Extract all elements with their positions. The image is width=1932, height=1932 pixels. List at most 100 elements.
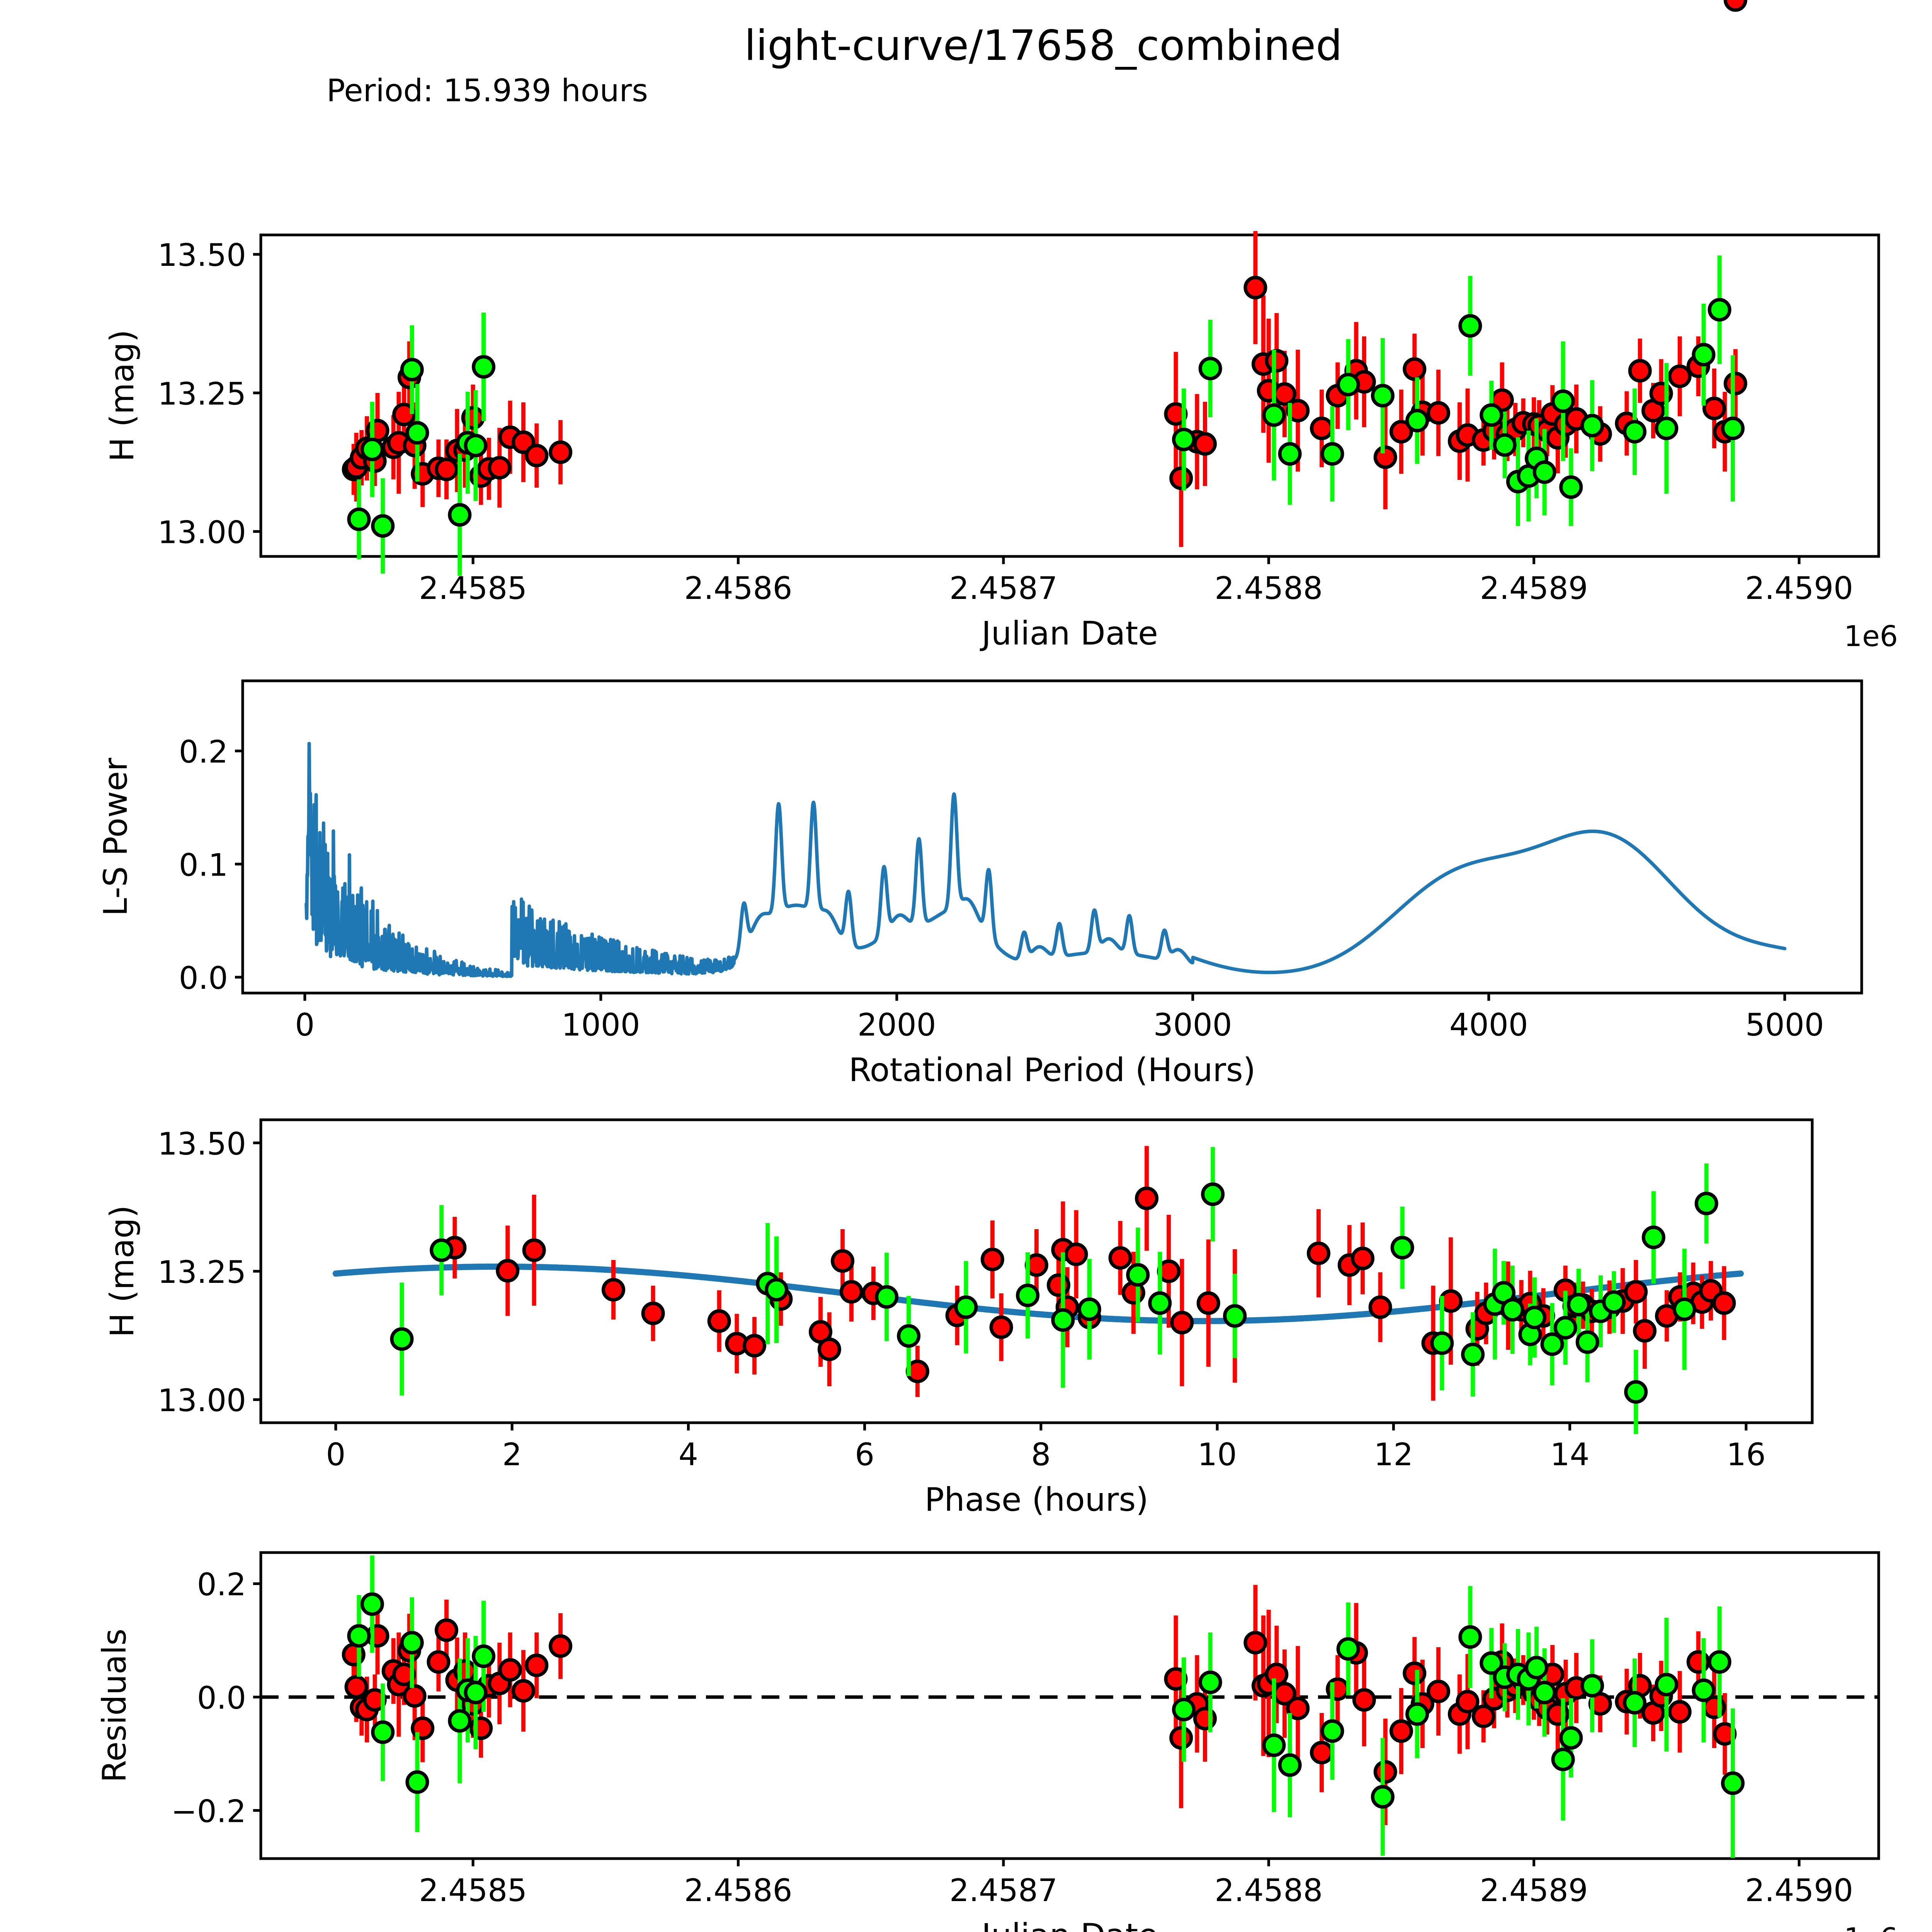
phasefold-datapoint xyxy=(817,1337,841,1361)
residuals-yaxis-label: Residuals xyxy=(95,1629,133,1783)
lightcurve-datapoint xyxy=(1532,460,1556,484)
lightcurve-series-green xyxy=(347,255,1745,576)
lightcurve-datapoint xyxy=(405,421,429,445)
phasefold-datapoint xyxy=(1368,1295,1392,1319)
residuals-datapoint xyxy=(1471,1704,1495,1728)
figure-subtitle: Period: 15.939 hours xyxy=(327,73,648,109)
phasefold-datapoint xyxy=(1624,1280,1648,1304)
lightcurve-datapoint xyxy=(1702,396,1726,420)
lightcurve-datapoint xyxy=(400,358,424,382)
phasefold-datapoint xyxy=(1051,1308,1075,1332)
phasefold-datapoint xyxy=(1016,1283,1040,1307)
lightcurve-yaxis-label: H (mag) xyxy=(103,330,141,462)
residuals-datapoint xyxy=(1559,1726,1583,1750)
lightcurve-datapoint xyxy=(525,444,549,468)
phasefold-datapoint xyxy=(1430,1331,1454,1355)
lightcurve-datapoint xyxy=(464,434,488,457)
lightcurve-datapoint xyxy=(1493,433,1517,457)
phasefold-datapoint xyxy=(1135,1186,1159,1210)
phasefold-datapoint xyxy=(1672,1297,1696,1321)
phasefold-datapoint xyxy=(743,1334,766,1358)
residuals-datapoint xyxy=(525,1653,549,1677)
residuals-datapoint xyxy=(1532,1680,1556,1704)
phasefold-xticklabel: 4 xyxy=(679,1437,698,1473)
residuals-datapoint xyxy=(1655,1673,1679,1697)
lightcurve-xaxis-label: Julian Date xyxy=(980,614,1158,652)
lightcurve-datapoint xyxy=(1480,403,1503,427)
lightcurve-datapoint xyxy=(1403,357,1427,381)
phasefold-xticklabel: 12 xyxy=(1374,1437,1413,1473)
residuals-datapoint xyxy=(1371,1785,1395,1809)
lightcurve-datapoint xyxy=(1580,413,1604,437)
lightcurve-datapoint xyxy=(371,514,395,538)
phasefold-datapoint xyxy=(980,1247,1004,1271)
residuals-series-green xyxy=(347,1555,1745,1858)
residuals-series-red xyxy=(342,0,1747,1825)
lightcurve-datapoint xyxy=(448,503,472,527)
phasefold-series-green xyxy=(390,1147,1718,1434)
periodogram-xticklabel: 3000 xyxy=(1153,1007,1232,1043)
residuals-datapoint xyxy=(1286,1696,1310,1720)
residuals-datapoint xyxy=(1169,1726,1193,1750)
periodogram-axes-frame xyxy=(241,679,1863,995)
lightcurve-datapoint xyxy=(1265,349,1289,373)
periodogram-xaxis-label: Rotational Period (Hours) xyxy=(849,1051,1255,1089)
periodogram-power-curve xyxy=(304,742,1787,978)
phasefold-datapoint xyxy=(954,1295,978,1319)
phasefold-datapoint xyxy=(390,1327,414,1351)
lightcurve-datapoint xyxy=(1371,384,1395,408)
lightcurve-datapoint xyxy=(1193,432,1217,456)
phasefold-datapoint xyxy=(765,1278,789,1302)
phasefold-xticklabel: 10 xyxy=(1197,1437,1237,1473)
phasefold-datapoint xyxy=(1223,1304,1247,1328)
lightcurve-datapoint xyxy=(392,403,416,427)
lightcurve-datapoint xyxy=(1198,357,1222,381)
phasefold-datapoint xyxy=(1351,1247,1375,1270)
lightcurve-datapoint xyxy=(1278,442,1302,466)
residuals-datapoint xyxy=(1403,1661,1427,1685)
lightcurve-axes-frame xyxy=(259,233,1880,558)
residuals-datapoint xyxy=(1456,1690,1480,1714)
residuals-datapoint xyxy=(1373,1760,1397,1784)
residuals-yticklabel: 0.2 xyxy=(197,1567,246,1603)
residuals-datapoint xyxy=(1723,0,1747,12)
phasefold-datapoint xyxy=(897,1324,921,1348)
lightcurve-xticklabel: 2.4585 xyxy=(419,570,527,606)
residuals-xaxis-offset-label: 1e6 xyxy=(1844,1922,1898,1932)
lightcurve-datapoint xyxy=(1721,417,1745,440)
lightcurve-datapoint xyxy=(1551,389,1575,413)
lightcurve-datapoint xyxy=(1389,420,1413,444)
phasefold-datapoint xyxy=(1108,1246,1132,1270)
residuals-xticklabel: 2.4586 xyxy=(684,1872,793,1908)
periodogram-yaxis-label: L-S Power xyxy=(97,758,134,916)
phasefold-xticklabel: 2 xyxy=(502,1437,522,1473)
lightcurve-datapoint xyxy=(1723,371,1747,395)
phasefold-datapoint xyxy=(602,1278,625,1302)
lightcurve-datapoint xyxy=(1320,442,1344,466)
lightcurve-datapoint xyxy=(1427,401,1451,425)
residuals-datapoint xyxy=(1320,1719,1344,1743)
figure-suptitle: light-curve/17658_combined xyxy=(744,22,1342,70)
lightcurve-xticklabel: 2.4586 xyxy=(684,570,793,606)
phasefold-datapoint xyxy=(1540,1332,1564,1356)
residuals-datapoint xyxy=(1480,1651,1503,1675)
residuals-datapoint xyxy=(360,1592,384,1616)
phasefold-yticklabel: 13.50 xyxy=(158,1126,246,1162)
residuals-datapoint xyxy=(344,1675,368,1699)
lightcurve-xticklabel: 2.4589 xyxy=(1480,570,1588,606)
phasefold-datapoint xyxy=(1047,1273,1071,1297)
residuals-datapoint xyxy=(427,1650,451,1674)
residuals-datapoint xyxy=(434,1618,458,1642)
lightcurve-datapoint xyxy=(1559,475,1583,499)
lightcurve-datapoint xyxy=(1405,409,1429,433)
phasefold-datapoint xyxy=(1633,1319,1657,1343)
phasefold-datapoint xyxy=(707,1309,731,1333)
periodogram-yticklabel: 0.0 xyxy=(179,960,228,996)
residuals-datapoint xyxy=(464,1680,488,1704)
lightcurve-yticklabel: 13.25 xyxy=(158,376,246,412)
phasefold-datapoint xyxy=(1148,1291,1172,1315)
lightcurve-datapoint xyxy=(1628,359,1652,383)
residuals-datapoint xyxy=(405,1770,429,1794)
lightcurve-datapoint xyxy=(1708,298,1731,322)
